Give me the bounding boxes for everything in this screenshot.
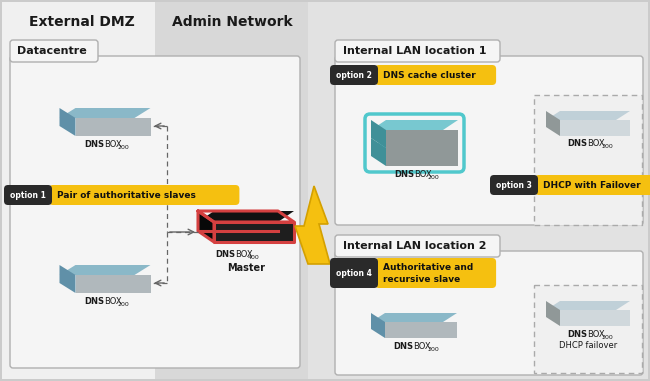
FancyBboxPatch shape [535, 175, 650, 195]
FancyBboxPatch shape [330, 65, 378, 85]
Text: Pair of authoritative slaves: Pair of authoritative slaves [57, 190, 196, 200]
Text: 200: 200 [118, 302, 130, 307]
Bar [155, 2, 308, 379]
Text: DNS: DNS [84, 140, 104, 149]
FancyBboxPatch shape [335, 40, 500, 62]
FancyBboxPatch shape [335, 56, 643, 225]
Text: DNS: DNS [84, 297, 104, 306]
Text: DHCP with Failover: DHCP with Failover [543, 181, 641, 189]
Text: DNS: DNS [394, 170, 414, 179]
FancyBboxPatch shape [375, 258, 496, 288]
Text: BOX: BOX [104, 140, 122, 149]
Polygon shape [546, 301, 560, 326]
Text: DNS: DNS [215, 250, 235, 259]
Text: External DMZ: External DMZ [29, 15, 135, 29]
Text: option 3: option 3 [496, 181, 532, 189]
Text: 400: 400 [248, 255, 260, 260]
FancyBboxPatch shape [10, 56, 300, 368]
Text: recursive slave: recursive slave [383, 274, 460, 283]
Polygon shape [386, 148, 458, 166]
Polygon shape [385, 322, 457, 338]
Polygon shape [371, 120, 386, 148]
Polygon shape [371, 138, 458, 148]
Text: DNS: DNS [393, 342, 413, 351]
Polygon shape [60, 265, 75, 293]
Polygon shape [198, 211, 294, 222]
Bar [534, 95, 642, 225]
Text: 200: 200 [601, 144, 613, 149]
Text: Internal LAN location 1: Internal LAN location 1 [343, 46, 486, 56]
Polygon shape [214, 222, 294, 242]
Polygon shape [60, 108, 75, 136]
Text: BOX: BOX [104, 297, 122, 306]
FancyBboxPatch shape [490, 175, 538, 195]
Polygon shape [198, 211, 214, 242]
Polygon shape [75, 275, 151, 293]
Text: Authoritative and: Authoritative and [383, 264, 473, 272]
Text: 200: 200 [428, 175, 440, 180]
Polygon shape [371, 313, 457, 322]
Polygon shape [295, 186, 330, 264]
Text: 200: 200 [427, 347, 439, 352]
Polygon shape [560, 310, 630, 326]
Bar [534, 285, 642, 373]
Text: Admin Network: Admin Network [172, 15, 292, 29]
Polygon shape [546, 111, 630, 120]
Text: 200: 200 [601, 335, 613, 340]
Polygon shape [546, 111, 560, 136]
Polygon shape [60, 265, 151, 275]
Polygon shape [371, 138, 386, 166]
Text: option 4: option 4 [336, 269, 372, 277]
FancyBboxPatch shape [335, 235, 500, 257]
Polygon shape [60, 108, 151, 118]
FancyBboxPatch shape [335, 251, 643, 375]
Text: option 1: option 1 [10, 190, 46, 200]
Text: BOX: BOX [587, 330, 605, 339]
Text: DHCP failover: DHCP failover [559, 341, 617, 350]
FancyBboxPatch shape [330, 258, 378, 288]
Text: 200: 200 [118, 145, 130, 150]
Text: Internal LAN location 2: Internal LAN location 2 [343, 241, 486, 251]
Text: BOX: BOX [235, 250, 253, 259]
Text: BOX: BOX [413, 342, 430, 351]
FancyBboxPatch shape [375, 65, 496, 85]
Bar [2, 2, 307, 379]
Text: DNS cache cluster: DNS cache cluster [383, 70, 476, 80]
Polygon shape [560, 120, 630, 136]
Text: option 2: option 2 [336, 70, 372, 80]
Polygon shape [371, 120, 458, 130]
Bar [308, 2, 648, 379]
Text: BOX: BOX [587, 139, 605, 148]
Text: DNS: DNS [567, 139, 587, 148]
Polygon shape [546, 301, 630, 310]
Text: Master: Master [227, 263, 265, 273]
FancyBboxPatch shape [10, 40, 98, 62]
FancyBboxPatch shape [49, 185, 239, 205]
Polygon shape [371, 313, 385, 338]
Text: BOX: BOX [414, 170, 432, 179]
Polygon shape [386, 130, 458, 148]
Text: Datacentre: Datacentre [17, 46, 86, 56]
Text: DNS: DNS [567, 330, 587, 339]
Polygon shape [75, 118, 151, 136]
FancyBboxPatch shape [4, 185, 52, 205]
